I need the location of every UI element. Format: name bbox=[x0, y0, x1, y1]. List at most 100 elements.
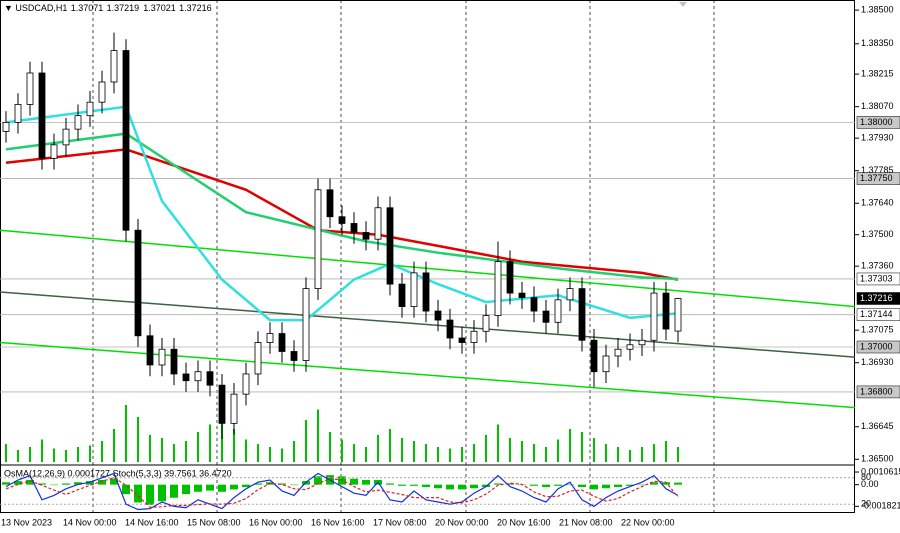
volume-bar bbox=[305, 420, 307, 462]
volume-bar bbox=[365, 447, 367, 462]
level-label: 1.37750 bbox=[860, 173, 893, 183]
osma-bar bbox=[614, 484, 622, 488]
volume-bar bbox=[605, 444, 607, 462]
volume-bar bbox=[353, 444, 355, 462]
volume-bar bbox=[653, 444, 655, 462]
osma-bar bbox=[566, 484, 574, 486]
level-box bbox=[856, 340, 900, 354]
osma-bar bbox=[98, 479, 106, 485]
osma-bar bbox=[14, 481, 22, 485]
stoch-tick-label: 80 bbox=[861, 472, 871, 482]
candle-body bbox=[50, 144, 58, 159]
candle-body bbox=[110, 50, 118, 83]
volume-bar bbox=[149, 435, 151, 462]
candle-body bbox=[98, 81, 106, 103]
level-label: 1.37216 bbox=[860, 293, 893, 303]
osma-bar bbox=[122, 484, 130, 495]
volume-bar bbox=[341, 439, 343, 462]
volume-bar bbox=[29, 447, 31, 462]
candle-body bbox=[410, 272, 418, 307]
osma-bar bbox=[410, 484, 418, 486]
level-label: 1.37303 bbox=[860, 273, 893, 283]
volume-bar bbox=[617, 447, 619, 462]
osma-bar bbox=[110, 478, 118, 485]
y-tick-label: 1.37360 bbox=[861, 261, 894, 271]
y-tick-label: 1.37500 bbox=[861, 229, 894, 239]
candle-body bbox=[182, 373, 190, 382]
volume-bar bbox=[257, 444, 259, 462]
volume-bar bbox=[581, 432, 583, 462]
candle-body bbox=[122, 50, 130, 231]
osma-bar bbox=[554, 484, 562, 486]
candle-body bbox=[398, 283, 406, 307]
candle-body bbox=[614, 348, 622, 357]
volume-bar bbox=[641, 447, 643, 462]
volume-bar bbox=[521, 441, 523, 462]
volume-bar bbox=[437, 447, 439, 462]
trendline bbox=[0, 229, 856, 308]
volume-bar bbox=[77, 447, 79, 462]
candle-body bbox=[14, 104, 22, 123]
volume-bar bbox=[197, 432, 199, 462]
volume-bar bbox=[389, 429, 391, 462]
osma-bar bbox=[674, 482, 682, 485]
candle-body bbox=[638, 339, 646, 346]
y-tick-label: 1.38500 bbox=[861, 4, 894, 14]
osma-bar bbox=[86, 481, 94, 485]
osma-bar bbox=[422, 484, 430, 488]
menu-arrow: ▼ bbox=[4, 3, 15, 13]
x-tick-label: 14 Nov 00:00 bbox=[63, 517, 117, 527]
volume-bar bbox=[17, 450, 19, 462]
shift-marker bbox=[679, 2, 687, 7]
candle-body bbox=[362, 232, 370, 240]
volume-bar bbox=[461, 447, 463, 462]
stoch-main bbox=[5, 472, 679, 511]
level-box bbox=[856, 116, 900, 129]
osma-bar bbox=[626, 484, 634, 486]
header: ▼ USDCAD,H1 1.37071 1.37219 1.37021 1.37216 bbox=[4, 3, 212, 13]
candle-body bbox=[386, 207, 394, 285]
candle-body bbox=[206, 371, 214, 386]
osma-bar bbox=[506, 483, 514, 485]
x-tick-label: 17 Nov 08:00 bbox=[373, 517, 427, 527]
moving-average bbox=[5, 132, 679, 281]
volume-bar bbox=[401, 438, 403, 462]
y-tick-label: 1.38350 bbox=[861, 38, 894, 48]
low: 1.37021 bbox=[143, 3, 176, 13]
candle-body bbox=[434, 310, 442, 321]
osma-bar bbox=[494, 483, 502, 485]
level-label: 1.37144 bbox=[860, 309, 893, 319]
level-box bbox=[856, 272, 900, 286]
osma-bar bbox=[62, 483, 70, 485]
volume-bar bbox=[245, 439, 247, 462]
level-label: 1.37000 bbox=[860, 341, 893, 351]
osma-bar bbox=[638, 484, 646, 486]
osma-bar bbox=[182, 484, 190, 495]
volume-bar bbox=[293, 441, 295, 462]
candle-body bbox=[62, 128, 70, 146]
osma-bar bbox=[590, 484, 598, 490]
candle-body bbox=[374, 207, 382, 240]
osma-bar bbox=[50, 484, 58, 486]
x-tick-label: 14 Nov 16:00 bbox=[125, 517, 179, 527]
candle-body bbox=[134, 229, 142, 337]
osma-bar bbox=[290, 484, 298, 486]
osma-bar bbox=[254, 483, 262, 485]
candle-body bbox=[530, 297, 538, 312]
volume-bar bbox=[569, 429, 571, 462]
candle-body bbox=[230, 393, 238, 424]
osma-bar bbox=[194, 484, 202, 492]
volume-bar bbox=[545, 447, 547, 462]
osma-bar bbox=[134, 484, 142, 503]
candle-body bbox=[242, 373, 250, 395]
volume-bar bbox=[317, 409, 319, 462]
x-tick-label: 15 Nov 08:00 bbox=[187, 517, 241, 527]
candle-body bbox=[602, 355, 610, 373]
volume-bar bbox=[593, 438, 595, 462]
volume-bar bbox=[113, 429, 115, 462]
candle-body bbox=[74, 115, 82, 130]
candle-body bbox=[494, 261, 502, 316]
volume-bar bbox=[281, 448, 283, 462]
x-tick-label: 21 Nov 08:00 bbox=[559, 517, 613, 527]
